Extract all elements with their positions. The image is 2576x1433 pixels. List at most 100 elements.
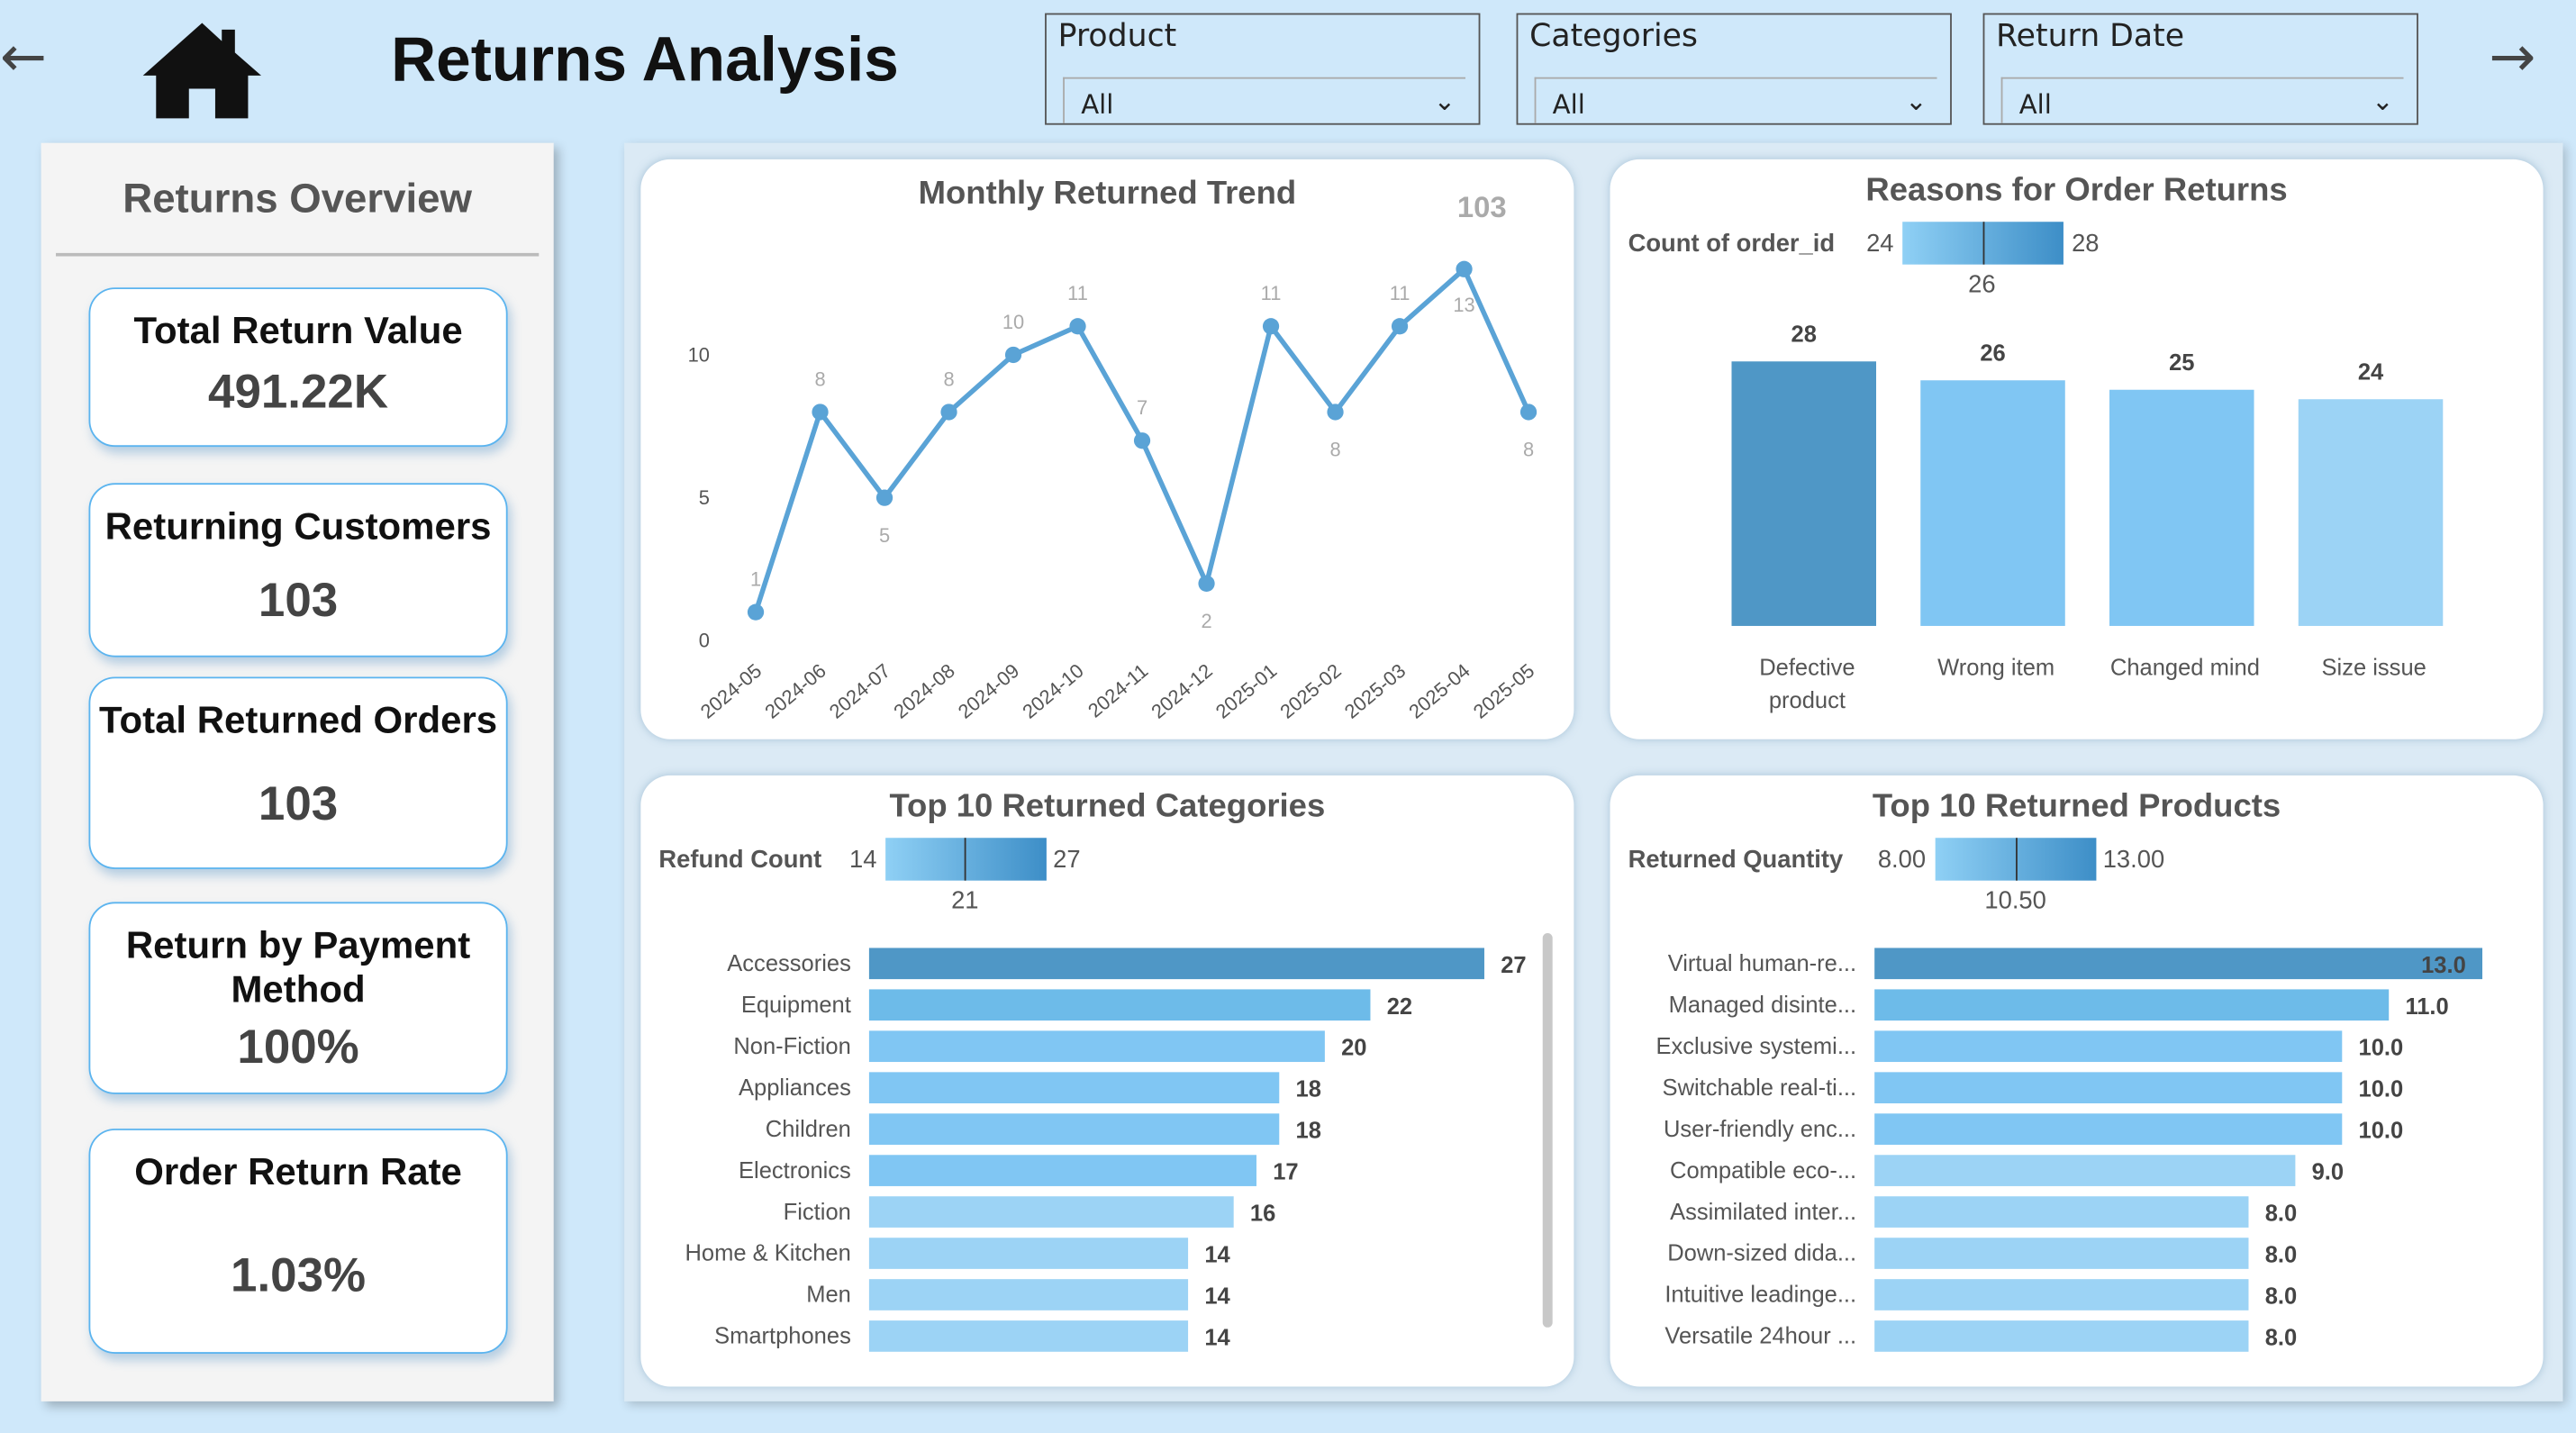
kpi-total-return-value: Total Return Value 491.22K (88, 287, 508, 448)
home-icon[interactable] (140, 20, 265, 128)
data-label: 8 (814, 367, 825, 390)
legend-marker (1982, 222, 1985, 265)
legend-gradient (1902, 222, 2064, 265)
chevron-down-icon[interactable]: ⌄ (2372, 85, 2394, 117)
returns-overview-panel: Returns Overview Total Return Value 491.… (41, 142, 554, 1401)
x-tick-label: 2024-12 (1147, 659, 1217, 723)
return-date-dropdown[interactable]: All (2000, 77, 2404, 123)
return-date-slicer[interactable]: Return Date All ⌄ (1982, 13, 2418, 125)
data-point (1327, 404, 1344, 421)
kpi-value: 103 (258, 575, 339, 628)
legend-mid: 10.50 (1984, 886, 2046, 915)
categories-dropdown[interactable]: All (1534, 77, 1937, 123)
legend-label: Refund Count (658, 846, 822, 875)
kpi-value: 1.03% (231, 1250, 367, 1303)
page-title: Returns Analysis (391, 26, 899, 95)
x-tick-label: 2025-02 (1275, 659, 1346, 723)
reasons-card: Reasons for Order Returns Count of order… (1610, 159, 2544, 739)
data-point (1262, 318, 1280, 335)
x-tick-label: 2025-03 (1340, 659, 1410, 723)
data-point (1004, 346, 1022, 364)
legend-min: 14 (849, 846, 877, 875)
kpi-label: Total Returned Orders (98, 698, 498, 741)
x-tick-label: 2025-04 (1404, 659, 1474, 723)
product-dropdown[interactable]: All (1063, 77, 1466, 123)
data-point (875, 489, 893, 506)
kpi-return-by-payment-method: Return by Payment Method 100% (88, 902, 508, 1094)
kpi-label: Total Return Value (133, 308, 463, 352)
data-label: 13 (1453, 294, 1474, 316)
data-label: 11 (1067, 282, 1088, 304)
legend-max: 27 (1053, 846, 1081, 875)
x-tick-label: 2024-07 (825, 659, 895, 723)
legend-mid: 21 (951, 886, 979, 915)
x-tick-label: 2024-11 (1084, 659, 1152, 722)
data-point (1069, 318, 1086, 335)
y-tick-label: 10 (688, 343, 710, 366)
data-label: 11 (1261, 282, 1282, 304)
kpi-label: Return by Payment Method (125, 923, 471, 1011)
slicer-label: Categories (1529, 18, 1698, 55)
x-tick-label: 2024-05 (696, 659, 766, 723)
data-point (1519, 404, 1537, 421)
y-tick-label: 0 (699, 630, 710, 652)
chart-title: Top 10 Returned Products (1872, 788, 2281, 825)
chart-title: Reasons for Order Returns (1865, 172, 2288, 209)
arrow-left-icon[interactable]: ← (0, 24, 47, 91)
legend-label: Returned Quantity (1628, 846, 1844, 875)
kpi-total-returned-orders: Total Returned Orders 103 (88, 676, 508, 869)
data-label: 5 (879, 524, 890, 547)
x-tick-label: 2024-08 (889, 659, 959, 723)
data-label: 10 (1002, 311, 1024, 333)
data-label: 8 (943, 367, 954, 390)
overview-title: Returns Overview (122, 176, 473, 222)
legend-max: 28 (2072, 230, 2100, 258)
legend-gradient (885, 838, 1047, 881)
legend-max: 13.00 (2102, 846, 2165, 875)
legend-marker (2016, 838, 2018, 881)
data-point (1391, 318, 1409, 335)
x-tick-label: 2025-01 (1211, 659, 1282, 723)
divider (56, 252, 540, 257)
legend-min: 24 (1866, 230, 1894, 258)
kpi-value: 491.22K (208, 366, 389, 420)
data-label: 1 (750, 567, 761, 590)
kpi-label: Order Return Rate (134, 1149, 462, 1193)
monthly-trend-card: Monthly Returned Trend 103 (640, 159, 1574, 739)
data-point (1456, 260, 1473, 277)
data-point (940, 404, 957, 421)
product-slicer[interactable]: Product All ⌄ (1045, 13, 1481, 125)
data-label: 8 (1329, 439, 1340, 461)
chevron-down-icon[interactable]: ⌄ (1433, 85, 1456, 117)
legend-label: Count of order_id (1628, 230, 1836, 258)
top-products-card: Top 10 Returned Products Returned Quanti… (1610, 775, 2544, 1387)
scrollbar[interactable] (1542, 933, 1553, 1328)
x-tick-label: 2024-06 (760, 659, 830, 723)
legend-mid: 26 (1968, 270, 1996, 299)
categories-slicer[interactable]: Categories All ⌄ (1516, 13, 1952, 125)
data-label: 11 (1390, 282, 1410, 304)
chart-title: Monthly Returned Trend (918, 176, 1297, 213)
kpi-order-return-rate: Order Return Rate 1.03% (88, 1129, 508, 1354)
kpi-value: 100% (237, 1021, 359, 1075)
chevron-down-icon[interactable]: ⌄ (1905, 85, 1927, 117)
x-tick-label: 2024-09 (954, 659, 1024, 723)
legend-marker (964, 838, 966, 881)
slicer-label: Product (1057, 18, 1177, 55)
arrow-right-icon[interactable]: → (2489, 24, 2536, 91)
slicer-label: Return Date (1996, 18, 2185, 55)
data-point (812, 404, 829, 421)
x-tick-label: 2024-10 (1018, 659, 1088, 723)
legend-min: 8.00 (1877, 846, 1927, 875)
total-label: 103 (1456, 190, 1507, 224)
chart-title: Top 10 Returned Categories (889, 788, 1326, 825)
data-point (1133, 432, 1151, 449)
x-tick-label: 2025-05 (1469, 659, 1539, 723)
data-point (747, 603, 765, 621)
data-point (1198, 575, 1215, 593)
data-label: 7 (1137, 396, 1147, 419)
y-tick-label: 5 (699, 486, 710, 509)
data-label: 8 (1523, 439, 1534, 461)
kpi-label: Returning Customers (104, 503, 492, 548)
